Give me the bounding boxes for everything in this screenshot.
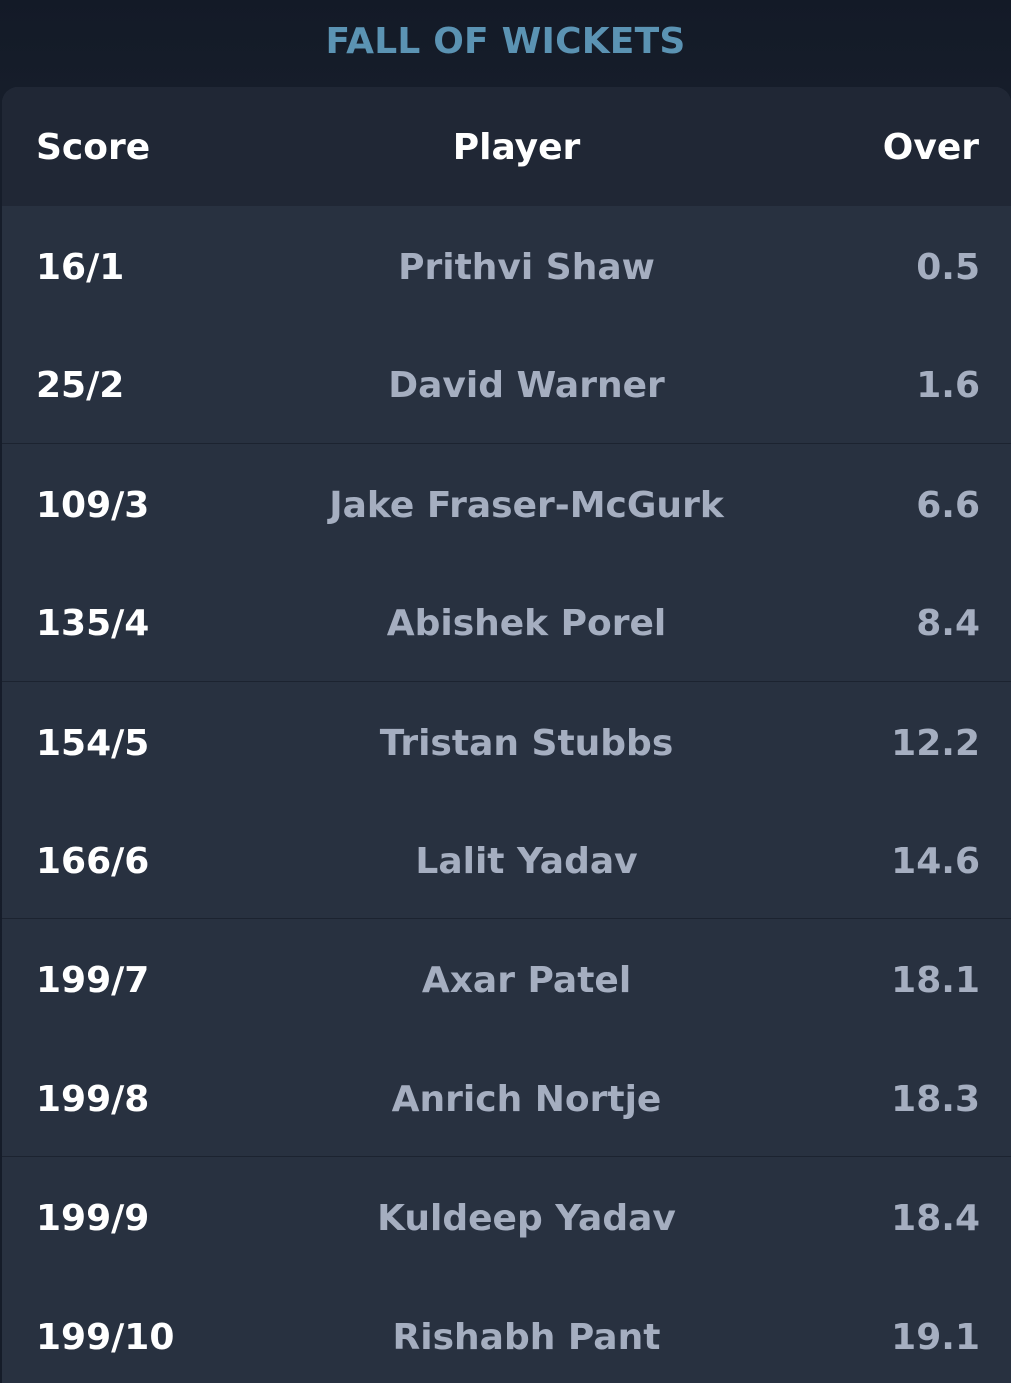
over-cell: 18.1 — [891, 960, 980, 1002]
player-cell: Prithvi Shaw — [398, 247, 655, 288]
row-group: 109/3 Jake Fraser-McGurk 6.6 135/4 Abish… — [2, 444, 1011, 682]
player-cell: Kuldeep Yadav — [377, 1198, 676, 1240]
row-group: 199/9 Kuldeep Yadav 18.4 199/10 Rishabh … — [2, 1157, 1011, 1383]
table-row: 199/10 Rishabh Pant 19.1 — [2, 1276, 1011, 1383]
score-cell: 135/4 — [36, 603, 150, 645]
player-cell: Lalit Yadav — [415, 840, 638, 882]
table-row: 199/8 Anrich Nortje 18.3 — [2, 1038, 1011, 1156]
score-cell: 154/5 — [36, 722, 150, 764]
table-row: 109/3 Jake Fraser-McGurk 6.6 — [2, 444, 1011, 562]
player-cell: Tristan Stubbs — [379, 722, 674, 764]
table-row: 199/9 Kuldeep Yadav 18.4 — [2, 1157, 1011, 1275]
table-row: 25/2 David Warner 1.6 — [2, 324, 1011, 442]
player-cell: Axar Patel — [421, 960, 632, 1002]
score-cell: 166/6 — [36, 840, 150, 882]
player-cell: Rishabh Pant — [392, 1316, 661, 1358]
over-cell: 8.4 — [916, 603, 980, 645]
table-row: 154/5 Tristan Stubbs 12.2 — [2, 682, 1011, 800]
score-cell: 25/2 — [36, 365, 125, 407]
player-cell: Jake Fraser-McGurk — [329, 484, 724, 526]
table-row: 166/6 Lalit Yadav 14.6 — [2, 800, 1011, 918]
column-header-player: Player — [452, 127, 581, 168]
over-cell: 18.4 — [891, 1198, 980, 1240]
over-cell: 0.5 — [916, 247, 980, 288]
table-header: Score Player Over — [2, 87, 1011, 206]
table-row: 199/7 Axar Patel 18.1 — [2, 919, 1011, 1037]
table-body: 16/1 Prithvi Shaw 0.5 25/2 David Warner … — [2, 206, 1011, 1383]
over-cell: 19.1 — [891, 1316, 980, 1358]
row-group: 199/7 Axar Patel 18.1 199/8 Anrich Nortj… — [2, 919, 1011, 1158]
section-title: FALL OF WICKETS — [325, 21, 686, 62]
score-cell: 109/3 — [36, 484, 150, 526]
row-group: 154/5 Tristan Stubbs 12.2 166/6 Lalit Ya… — [2, 682, 1011, 920]
over-cell: 14.6 — [891, 840, 980, 882]
player-cell: David Warner — [388, 365, 665, 407]
table-row: 135/4 Abishek Porel 8.4 — [2, 562, 1011, 680]
score-cell: 16/1 — [36, 247, 125, 288]
fall-of-wickets-table: Score Player Over 16/1 Prithvi Shaw 0.5 … — [2, 87, 1011, 1383]
score-cell: 199/9 — [36, 1198, 150, 1240]
player-cell: Anrich Nortje — [391, 1078, 662, 1120]
player-cell: Abishek Porel — [386, 603, 667, 645]
over-cell: 1.6 — [916, 365, 980, 407]
over-cell: 6.6 — [916, 484, 980, 526]
table-row: 16/1 Prithvi Shaw 0.5 — [2, 206, 1011, 324]
column-header-score: Score — [36, 127, 151, 168]
over-cell: 12.2 — [891, 722, 980, 764]
column-header-over: Over — [882, 127, 979, 168]
score-cell: 199/7 — [36, 960, 150, 1002]
row-group: 16/1 Prithvi Shaw 0.5 25/2 David Warner … — [2, 206, 1011, 444]
score-cell: 199/10 — [36, 1316, 175, 1358]
score-cell: 199/8 — [36, 1078, 150, 1120]
over-cell: 18.3 — [891, 1078, 980, 1120]
